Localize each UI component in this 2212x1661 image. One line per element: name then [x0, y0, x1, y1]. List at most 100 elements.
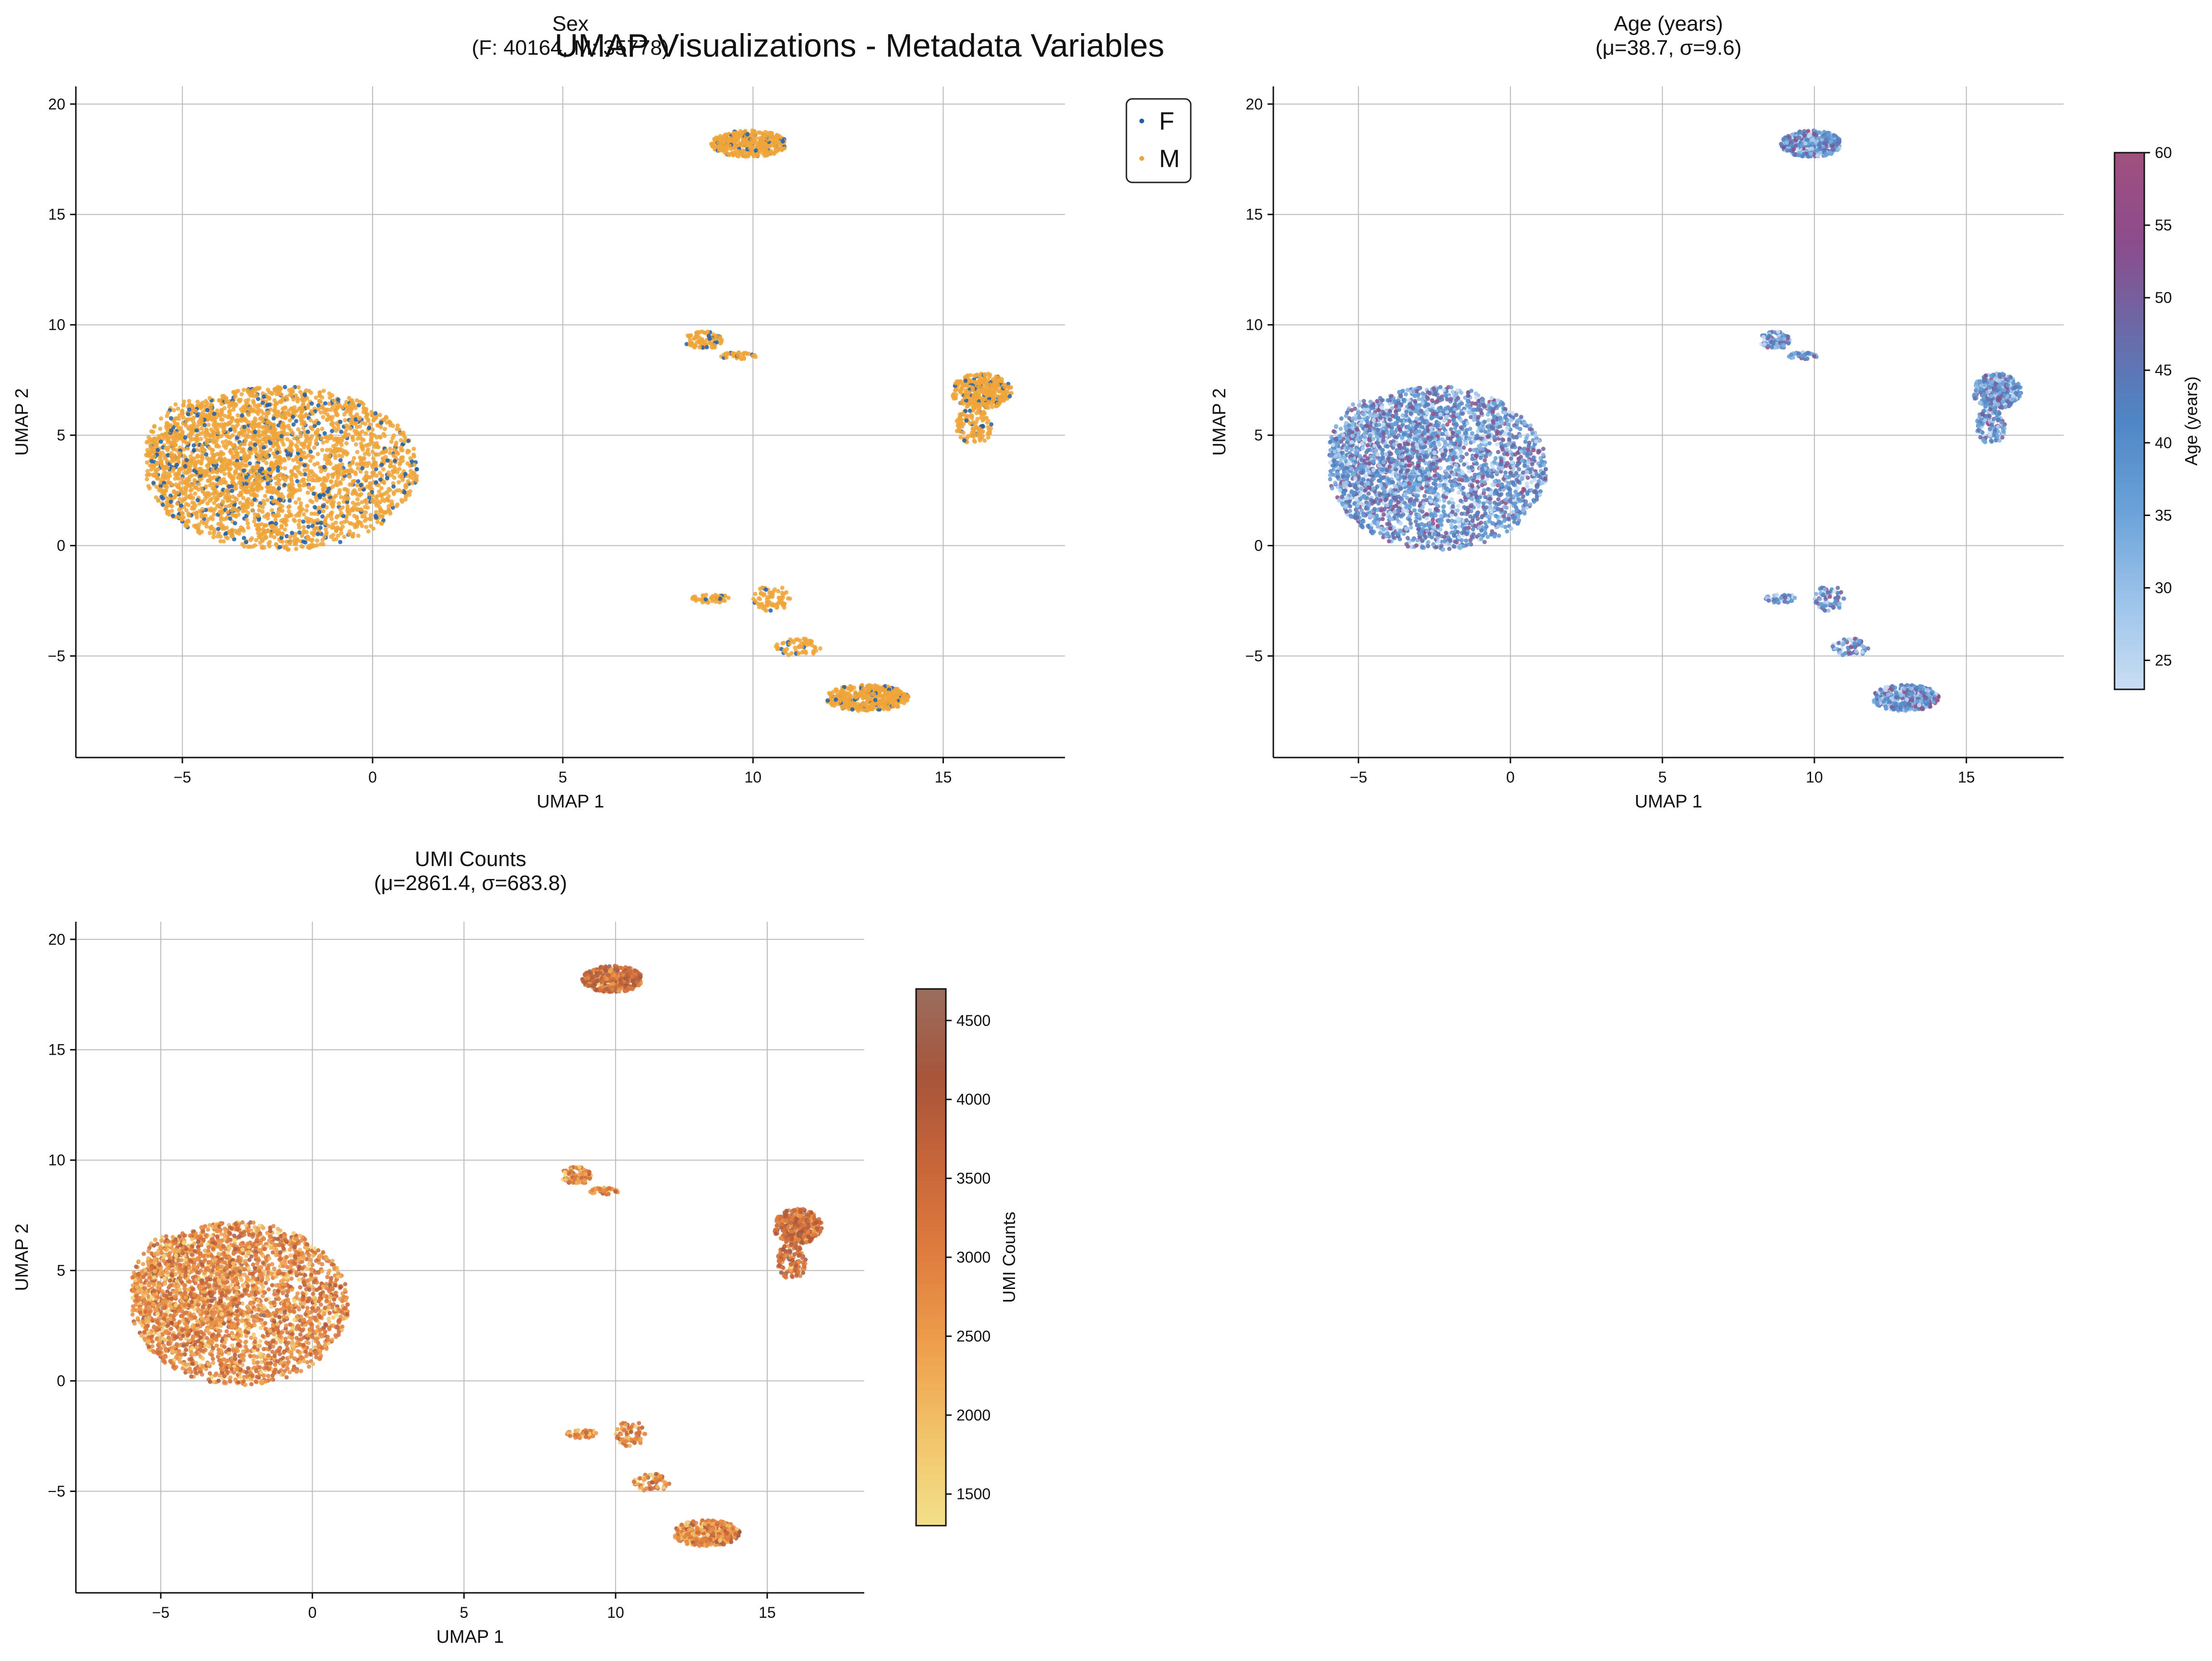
scatter-point [164, 504, 169, 509]
scatter-point [178, 486, 183, 491]
scatter-point [373, 411, 378, 416]
scatter-point [312, 543, 316, 548]
scatter-point [266, 420, 271, 424]
scatter-point [714, 595, 719, 600]
scatter-point [333, 446, 338, 451]
scatter-point [882, 703, 886, 708]
scatter-point [329, 517, 334, 521]
scatter-point [314, 441, 318, 446]
scatter-point [304, 530, 309, 534]
scatter-point [240, 463, 244, 468]
scatter-point [327, 395, 332, 400]
scatter-point [267, 467, 272, 472]
scatter-point [360, 466, 364, 470]
scatter-point [197, 531, 202, 536]
scatter-point [255, 405, 260, 409]
scatter-point [309, 511, 314, 516]
scatter-point [145, 454, 150, 458]
scatter-point [722, 139, 726, 144]
scatter-point [287, 509, 291, 514]
scatter-point [281, 474, 286, 478]
scatter-point [725, 147, 729, 152]
scatter-point [306, 535, 311, 540]
scatter-point [312, 423, 317, 428]
scatter-point [382, 433, 387, 438]
scatter-point [356, 466, 361, 471]
scatter-point [288, 535, 292, 540]
scatter-point [358, 462, 363, 467]
scatter-point [257, 439, 262, 444]
scatter-point [383, 427, 387, 432]
scatter-point [377, 470, 382, 475]
scatter-point [339, 429, 344, 434]
scatter-point [388, 463, 393, 468]
scatter-point [220, 440, 225, 445]
scatter-point [310, 478, 314, 482]
scatter-point [985, 394, 989, 398]
scatter-point [239, 492, 243, 496]
scatter-point [251, 437, 255, 441]
scatter-point [232, 427, 237, 432]
scatter-point [194, 428, 199, 433]
scatter-point [768, 608, 773, 613]
legend-label-f: F [1159, 108, 1174, 135]
scatter-point [891, 702, 896, 707]
scatter-point [330, 415, 335, 420]
scatter-point [203, 513, 208, 518]
scatter-point [711, 332, 716, 337]
scatter-point [378, 477, 383, 482]
scatter-point [265, 403, 270, 408]
scatter-point [198, 448, 203, 453]
scatter-point [267, 544, 272, 549]
scatter-point [204, 520, 209, 525]
scatter-point [414, 476, 419, 481]
scatter-point [830, 703, 834, 708]
scatter-point [906, 695, 911, 699]
scatter-point [253, 416, 257, 421]
scatter-point [253, 409, 257, 414]
scatter-point [250, 503, 254, 507]
scatter-point [405, 450, 410, 455]
x-tick-label: 10 [745, 769, 762, 786]
scatter-point [713, 599, 718, 604]
scatter-point [240, 527, 245, 531]
scatter-point [958, 435, 963, 440]
scatter-point [269, 495, 274, 500]
scatter-point [231, 481, 236, 485]
scatter-point [256, 477, 261, 481]
scatter-point [288, 418, 292, 423]
figure-title: UMAP Visualizations - Metadata Variables [555, 27, 1164, 64]
scatter-point [255, 527, 260, 531]
scatter-point [160, 503, 165, 507]
scatter-point [397, 467, 402, 471]
scatter-point [281, 396, 286, 401]
scatter-point [216, 468, 220, 472]
scatter-point [988, 388, 993, 393]
scatter-point [392, 458, 397, 463]
scatter-point [245, 433, 250, 437]
scatter-point [278, 498, 283, 503]
scatter-point [338, 507, 343, 512]
scatter-point [169, 423, 173, 428]
scatter-point [196, 482, 201, 487]
scatter-point [298, 434, 303, 439]
scatter-point [387, 450, 392, 455]
scatter-point [225, 510, 230, 514]
scatter-point [334, 520, 338, 525]
scatter-point [356, 403, 361, 408]
scatter-point [877, 704, 882, 709]
scatter-point [274, 521, 278, 526]
scatter-point [320, 426, 325, 431]
scatter-point [713, 145, 717, 150]
scatter-point [273, 517, 278, 522]
scatter-point [992, 394, 997, 398]
scatter-point [315, 518, 320, 523]
scatter-point [271, 416, 276, 421]
scatter-point [187, 494, 192, 499]
scatter-point [166, 445, 171, 450]
scatter-point [722, 352, 726, 357]
scatter-point [192, 523, 196, 528]
scatter-point [324, 527, 328, 531]
scatter-point [780, 590, 785, 595]
scatter-point [286, 547, 291, 552]
